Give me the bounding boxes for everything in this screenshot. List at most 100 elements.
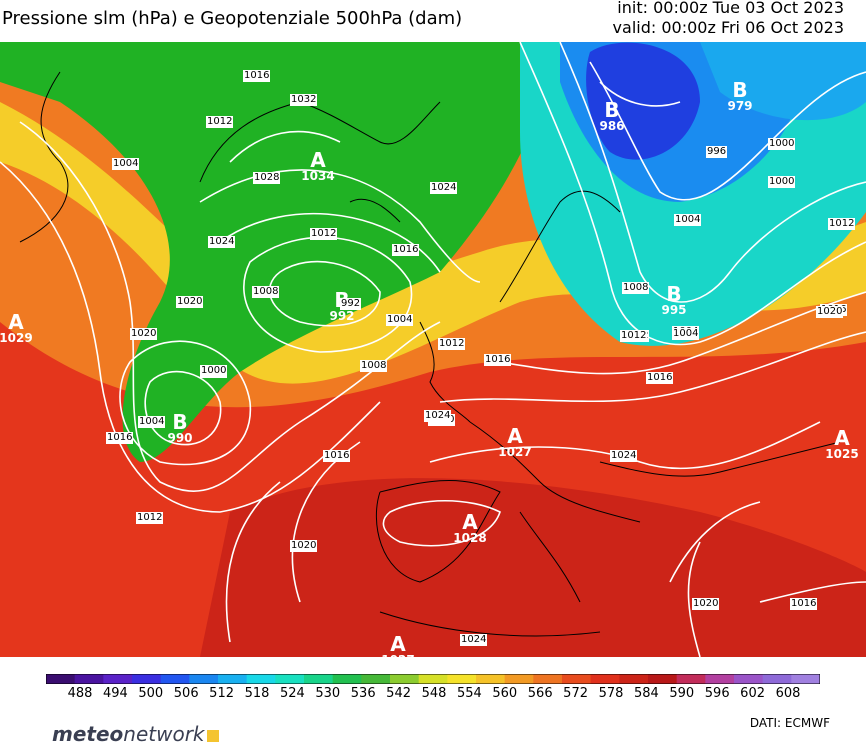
colorbar-swatch: [361, 674, 391, 684]
isobar-label: 1020: [692, 598, 720, 610]
colorbar-swatch: [74, 674, 104, 684]
colorbar-tick-label: 602: [740, 686, 766, 701]
isobar-label: 1008: [252, 286, 280, 298]
run-info: init: 00:00z Tue 03 Oct 2023 valid: 00:0…: [613, 0, 844, 38]
pressure-center-low: B 979: [727, 80, 752, 112]
isobar-label: 1016: [243, 70, 271, 82]
logo-square-icon: [206, 730, 219, 742]
colorbar-tick-label: 506: [173, 686, 199, 701]
isobar-label: 1016: [646, 372, 674, 384]
green-trough: [0, 42, 560, 462]
isobar-label: 1016: [790, 598, 818, 610]
isobar-label: 1020: [176, 296, 204, 308]
colorbar-swatch: [418, 674, 448, 684]
meteonetwork-logo: meteonetwork: [52, 722, 219, 746]
center-type: B: [604, 98, 620, 122]
isobar-label: 1012: [620, 330, 648, 342]
colorbar-swatch: [791, 674, 820, 684]
center-value: 1034: [301, 169, 335, 183]
colorbar-swatch: [275, 674, 305, 684]
valid-time: valid: 00:00z Fri 06 Oct 2023: [612, 18, 844, 37]
center-value: 1028: [453, 531, 487, 545]
isobar-label: 1020: [816, 306, 844, 318]
ne-blue: [700, 42, 866, 121]
map-title: Pressione slm (hPa) e Geopotenziale 500h…: [2, 8, 463, 29]
center-type: A: [834, 426, 850, 450]
colorbar-swatch: [246, 674, 276, 684]
center-value: 979: [727, 99, 753, 113]
colorbar-swatch: [304, 674, 334, 684]
colorbar-tick-label: 608: [775, 686, 801, 701]
colorbar-swatch: [447, 674, 477, 684]
center-type: A: [462, 510, 478, 534]
map-canvas: [0, 42, 866, 657]
pressure-center-low: B 986: [599, 100, 624, 132]
isobar-label: 1012: [206, 116, 234, 128]
isobar-label: 992: [340, 298, 362, 310]
colorbar-swatch: [504, 674, 534, 684]
center-value: 1029: [0, 331, 33, 345]
isobar-label: 1004: [672, 328, 700, 340]
data-credits: DATI: ECMWF: [749, 716, 830, 730]
isobar-label: 1016: [106, 432, 134, 444]
isobar-label: 1012: [310, 228, 338, 240]
colorbar-swatch: [103, 674, 133, 684]
isobar-label: 1024: [208, 236, 236, 248]
colorbar-swatch: [46, 674, 76, 684]
isobar-label: 1008: [360, 360, 388, 372]
center-value: 1025: [825, 447, 859, 461]
center-type: A: [507, 424, 523, 448]
colorbar-swatch: [533, 674, 563, 684]
colorbar-swatch: [676, 674, 706, 684]
center-type: B: [732, 78, 748, 102]
isobar-label: 1000: [200, 365, 228, 377]
isobar-label: 1012: [828, 218, 856, 230]
isobar-label: 1024: [424, 410, 452, 422]
colorbar-ticks: 488 494 500 506 512 518 524 530 536 542 548 554 560 5…: [46, 684, 820, 704]
colorbar-tick-label: 488: [67, 686, 93, 701]
colorbar-tick-label: 518: [244, 686, 270, 701]
isobar-label: 996: [706, 146, 728, 158]
colorbar-swatch: [762, 674, 792, 684]
isobar-label: 1000: [768, 176, 796, 188]
pressure-center-high: A 1029: [0, 312, 33, 344]
colorbar-tick-label: 530: [315, 686, 341, 701]
isobars: [0, 42, 866, 657]
colorbar-swatch: [734, 674, 764, 684]
pressure-center-high: A 1025: [825, 428, 858, 460]
center-type: A: [310, 148, 326, 172]
colorbar-tick-label: 596: [704, 686, 730, 701]
colorbar-tick-label: 542: [386, 686, 412, 701]
colorbar-swatch: [705, 674, 735, 684]
center-value: 995: [661, 303, 687, 317]
pressure-center-low: B 995: [661, 284, 686, 316]
isobar-label: 1032: [290, 94, 318, 106]
hot-core-field: [200, 478, 866, 657]
colorbar-swatch: [648, 674, 678, 684]
colorbar-tick-label: 572: [563, 686, 589, 701]
colorbar-tick-label: 560: [492, 686, 518, 701]
isobar-label: 1020: [290, 540, 318, 552]
colorbar-swatch: [476, 674, 506, 684]
colorbar-tick-label: 578: [598, 686, 624, 701]
isobar-label: 1016: [484, 354, 512, 366]
logo-text-bold: meteo: [52, 722, 124, 746]
colorbar-swatch: [160, 674, 190, 684]
colorbar-tick-label: 500: [138, 686, 164, 701]
colorbar-tick-label: 554: [456, 686, 482, 701]
colorbar-swatch: [619, 674, 649, 684]
center-type: B: [172, 410, 188, 434]
colorbar-swatch: [332, 674, 362, 684]
isobar-label: 1016: [323, 450, 351, 462]
center-type: A: [390, 632, 406, 656]
isobar-label: 1016: [392, 244, 420, 256]
colorbar: [46, 674, 820, 684]
isobar-label: 1012: [438, 338, 466, 350]
pressure-center-high: A 1028: [453, 512, 486, 544]
isobar-label: 1012: [136, 512, 164, 524]
logo-text-net: network: [123, 722, 205, 746]
isobar-label: 1028: [253, 172, 281, 184]
center-value: 986: [599, 119, 625, 133]
colorbar-swatch: [218, 674, 248, 684]
